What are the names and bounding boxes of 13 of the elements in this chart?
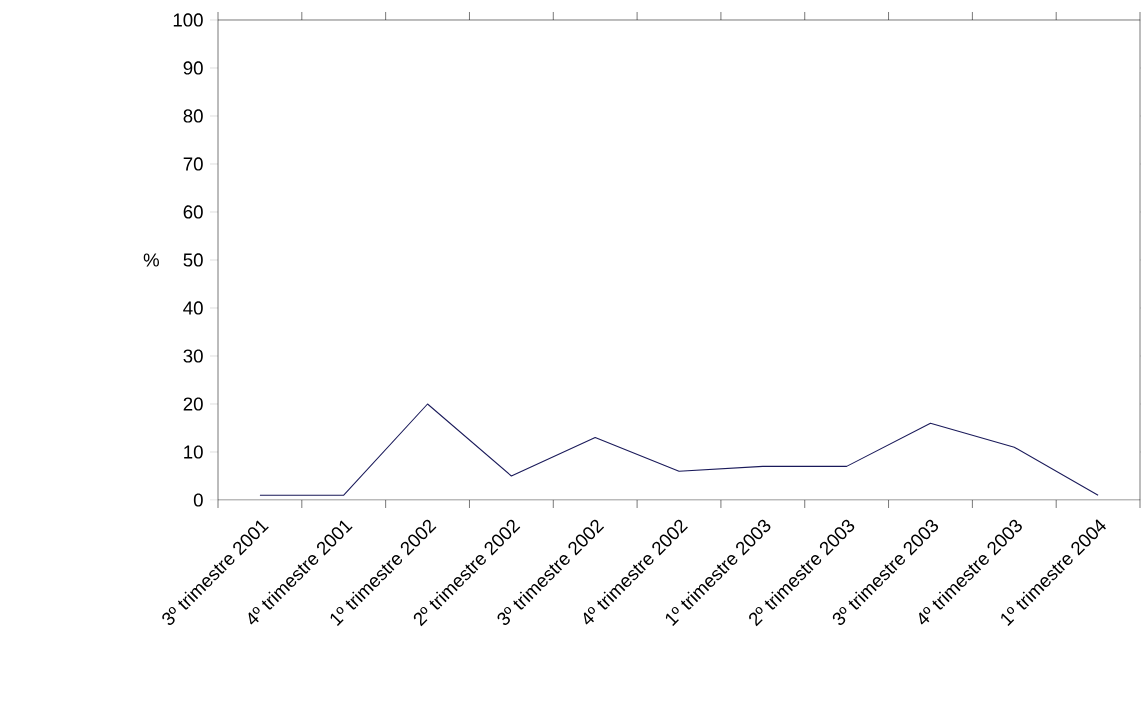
y-tick-label: 80	[183, 109, 203, 123]
y-tick-label: 0	[193, 493, 203, 507]
y-tick-label: 20	[183, 397, 203, 411]
y-tick-label: 60	[183, 205, 203, 219]
line-series	[259, 403, 1099, 496]
y-tick-label: 10	[184, 445, 203, 459]
y-tick-label: 30	[183, 349, 203, 363]
y-tick-label: 50	[183, 253, 203, 267]
y-tick-label: 100	[173, 13, 203, 27]
y-tick-label: 90	[183, 61, 203, 75]
y-tick-label: 70	[183, 157, 203, 171]
y-axis-title: %	[143, 253, 159, 267]
y-tick-label: 40	[183, 301, 203, 315]
